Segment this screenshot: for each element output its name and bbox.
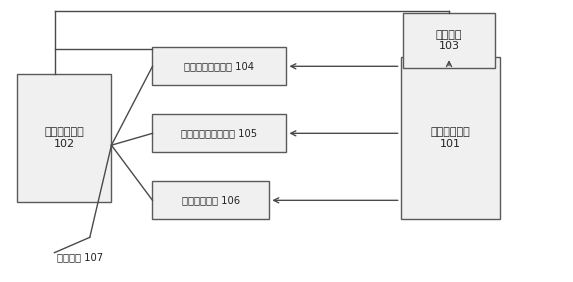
- Text: 数模转换放大装置 104: 数模转换放大装置 104: [185, 61, 254, 71]
- Bar: [152, 182, 269, 219]
- Bar: [401, 57, 500, 219]
- Text: 影像装置
103: 影像装置 103: [435, 30, 462, 51]
- Text: 样品移动平台
102: 样品移动平台 102: [45, 127, 84, 149]
- Text: 正负压力装置 106: 正负压力装置 106: [182, 195, 240, 205]
- Text: 核心处理装置
101: 核心处理装置 101: [430, 127, 470, 149]
- Bar: [152, 47, 286, 85]
- Text: 机电控制微操作装置 105: 机电控制微操作装置 105: [182, 128, 257, 138]
- Bar: [152, 114, 286, 152]
- Text: 纪录电极 107: 纪录电极 107: [57, 252, 103, 262]
- Bar: [17, 74, 111, 202]
- Bar: [403, 13, 494, 69]
